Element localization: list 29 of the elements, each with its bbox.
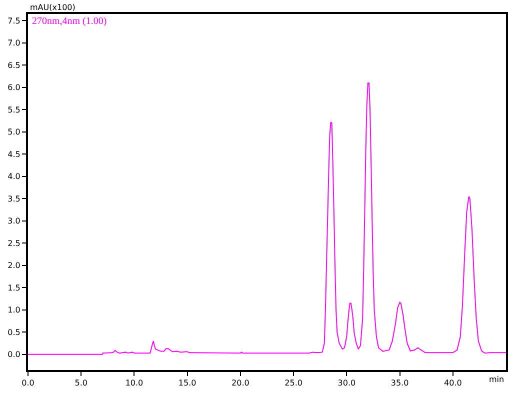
y-tick-label: 5.5	[8, 105, 20, 114]
x-tick-label: 0.0	[22, 378, 34, 388]
y-tick-label: 3.0	[8, 216, 20, 226]
x-tick-label: 30.0	[338, 378, 356, 388]
y-tick-label: 6.0	[8, 83, 20, 92]
line-series	[28, 82, 506, 355]
y-tick-label: 3.5	[8, 194, 20, 204]
y-tick-label: 7.0	[8, 38, 20, 48]
annotation: 270nm,4nm (1.00)	[32, 16, 107, 27]
x-tick-label: 5.0	[74, 378, 88, 388]
x-tick-label: 20.0	[232, 378, 250, 388]
x-tick-label: 35.0	[390, 378, 409, 388]
y-tick-label: 4.5	[8, 150, 20, 159]
y-tick-label: 6.5	[8, 60, 20, 70]
x-tick-label: 10.0	[125, 378, 144, 388]
x-axis-title: min	[489, 375, 504, 384]
x-tick-label: 25.0	[284, 378, 302, 388]
y-tick-label: 7.5	[8, 16, 20, 26]
y-tick-label: 5.0	[8, 128, 20, 137]
y-tick-label: 2.0	[8, 261, 20, 270]
y-tick-label: 1.5	[8, 283, 20, 292]
y-tick-label: 0.5	[8, 328, 20, 337]
y-tick-label: 4.0	[8, 172, 20, 182]
x-tick-label: 40.0	[444, 378, 462, 388]
y-tick-label: 0.0	[8, 350, 20, 360]
y-tick-label: 1.0	[8, 306, 20, 315]
y-axis-title: mAU(x100)	[30, 3, 76, 12]
y-tick-label: 2.5	[8, 238, 20, 248]
x-tick-label: 15.0	[178, 378, 196, 388]
